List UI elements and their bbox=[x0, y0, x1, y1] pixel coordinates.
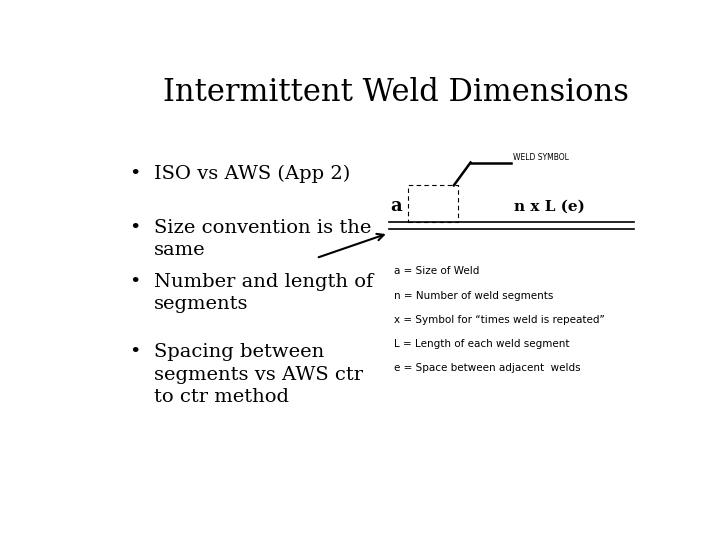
Text: e = Space between adjacent  welds: e = Space between adjacent welds bbox=[394, 363, 581, 373]
Text: n x L (e): n x L (e) bbox=[513, 199, 585, 213]
Text: •: • bbox=[129, 165, 140, 183]
Text: x = Symbol for “times weld is repeated”: x = Symbol for “times weld is repeated” bbox=[394, 315, 605, 325]
Text: Number and length of
segments: Number and length of segments bbox=[154, 273, 374, 313]
Text: WELD SYMBOL: WELD SYMBOL bbox=[513, 153, 569, 161]
Text: Intermittent Weld Dimensions: Intermittent Weld Dimensions bbox=[163, 77, 629, 109]
Text: •: • bbox=[129, 273, 140, 291]
Text: ISO vs AWS (App 2): ISO vs AWS (App 2) bbox=[154, 165, 351, 183]
Text: a: a bbox=[390, 197, 402, 215]
Text: Spacing between
segments vs AWS ctr
to ctr method: Spacing between segments vs AWS ctr to c… bbox=[154, 343, 363, 406]
Text: Size convention is the
same: Size convention is the same bbox=[154, 219, 372, 259]
Text: •: • bbox=[129, 343, 140, 361]
Text: •: • bbox=[129, 219, 140, 237]
Bar bbox=[408, 185, 458, 221]
Text: n = Number of weld segments: n = Number of weld segments bbox=[394, 291, 554, 301]
Text: L = Length of each weld segment: L = Length of each weld segment bbox=[394, 339, 570, 349]
Text: a = Size of Weld: a = Size of Weld bbox=[394, 266, 480, 276]
